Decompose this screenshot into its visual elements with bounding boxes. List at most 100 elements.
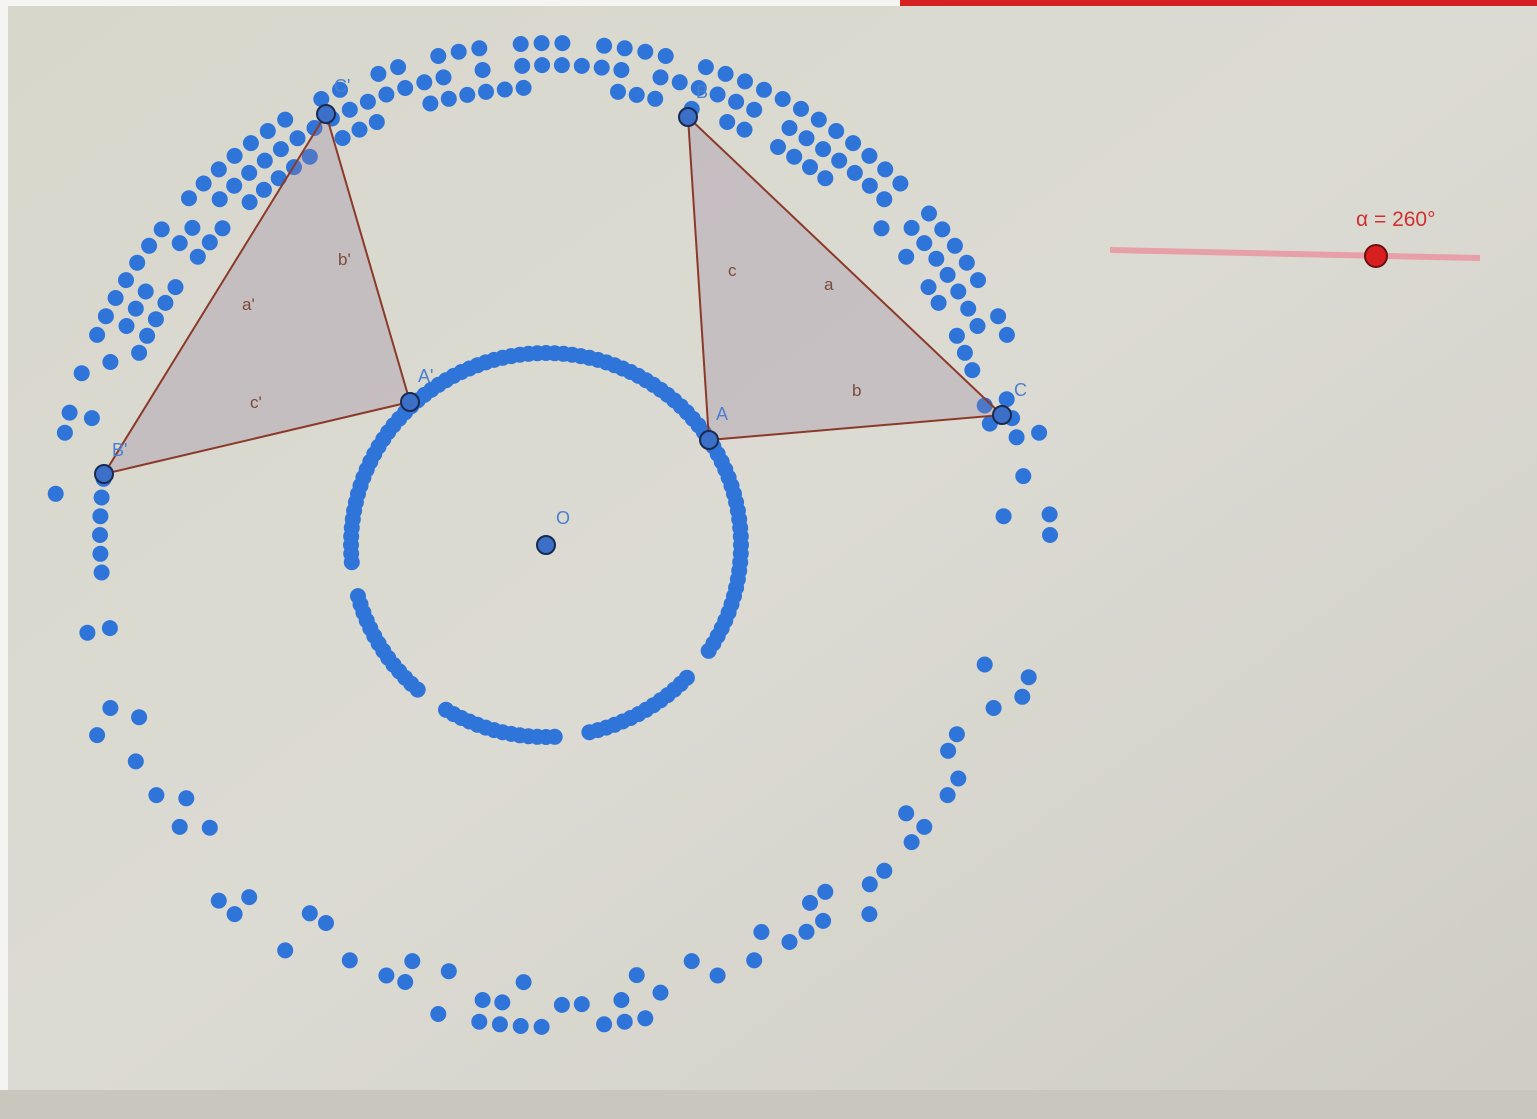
- trace-dot: [57, 425, 73, 441]
- trace-dot: [613, 992, 629, 1008]
- trace-dot: [128, 301, 144, 317]
- trace-dot: [369, 114, 385, 130]
- trace-dot: [459, 87, 475, 103]
- trace-dot: [128, 753, 144, 769]
- trace-dot: [581, 724, 597, 740]
- trace-dot: [898, 249, 914, 265]
- point-label: O: [556, 508, 570, 528]
- trace-dot: [940, 267, 956, 283]
- point-label: A': [418, 366, 433, 386]
- trace-dot: [92, 508, 108, 524]
- trace-dot: [594, 60, 610, 76]
- point[interactable]: [95, 465, 113, 483]
- trace-dot: [92, 546, 108, 562]
- trace-dot: [148, 311, 164, 327]
- point[interactable]: [317, 105, 335, 123]
- trace-dot: [492, 1016, 508, 1032]
- trace-dot: [241, 165, 257, 181]
- trace-dot: [451, 44, 467, 60]
- trace-dot: [242, 194, 258, 210]
- point[interactable]: [679, 108, 697, 126]
- trace-dot: [302, 905, 318, 921]
- trace-dot: [475, 62, 491, 78]
- trace-dot: [970, 318, 986, 334]
- trace-dot: [921, 206, 937, 222]
- trace-dot: [931, 295, 947, 311]
- trace-dot: [227, 148, 243, 164]
- trace-dot: [977, 657, 993, 673]
- trace-dot: [138, 284, 154, 300]
- trace-dot: [277, 942, 293, 958]
- trace-dot: [653, 69, 669, 85]
- trace-dot: [181, 190, 197, 206]
- trace-dot: [74, 365, 90, 381]
- trace-dot: [710, 87, 726, 103]
- segment-label: c': [250, 393, 262, 412]
- point[interactable]: [700, 431, 718, 449]
- trace-dot: [534, 35, 550, 51]
- trace-dot: [949, 726, 965, 742]
- trace-dot: [438, 702, 454, 718]
- trace-dot: [799, 130, 815, 146]
- trace-dot: [119, 318, 135, 334]
- trace-dot: [949, 328, 965, 344]
- trace-dot: [478, 84, 494, 100]
- trace-dot: [574, 996, 590, 1012]
- trace-dot: [710, 968, 726, 984]
- trace-dot: [441, 963, 457, 979]
- trace-dot: [471, 40, 487, 56]
- trace-dot: [211, 161, 227, 177]
- trace-dot: [737, 122, 753, 138]
- slider-knob[interactable]: [1365, 245, 1387, 267]
- trace-dot: [196, 176, 212, 192]
- trace-dot: [753, 924, 769, 940]
- segment-label: a': [242, 295, 255, 314]
- edge: [0, 0, 900, 6]
- trace-dot: [436, 69, 452, 85]
- trace-dot: [157, 295, 173, 311]
- trace-dot: [397, 80, 413, 96]
- trace-dot: [746, 102, 762, 118]
- trace-dot: [172, 819, 188, 835]
- trace-dot: [861, 906, 877, 922]
- trace-dot: [215, 220, 231, 236]
- trace-dot: [799, 924, 815, 940]
- trace-dot: [964, 362, 980, 378]
- trace-dot: [746, 952, 762, 968]
- trace-dot: [637, 1010, 653, 1026]
- trace-dot: [257, 153, 273, 169]
- point-label: C': [334, 76, 350, 96]
- trace-dot: [815, 141, 831, 157]
- trace-dot: [847, 165, 863, 181]
- trace-dot: [672, 74, 688, 90]
- trace-dot: [999, 327, 1015, 343]
- trace-dot: [513, 1018, 529, 1034]
- trace-dot: [1015, 468, 1031, 484]
- trace-dot: [718, 66, 734, 82]
- trace-dot: [471, 1014, 487, 1030]
- trace-dot: [802, 895, 818, 911]
- trace-dot: [817, 170, 833, 186]
- trace-dot: [861, 148, 877, 164]
- point[interactable]: [537, 536, 555, 554]
- trace-dot: [701, 643, 717, 659]
- trace-dot: [658, 48, 674, 64]
- trace-dot: [990, 308, 1006, 324]
- trace-dot: [118, 272, 134, 288]
- trace-dot: [950, 284, 966, 300]
- trace-dot: [273, 141, 289, 157]
- trace-dot: [378, 87, 394, 103]
- trace-dot: [62, 405, 78, 421]
- trace-dot: [921, 279, 937, 295]
- trace-dot: [514, 58, 530, 74]
- point[interactable]: [401, 393, 419, 411]
- trace-dot: [1042, 527, 1058, 543]
- trace-dot: [342, 952, 358, 968]
- trace-dot: [957, 345, 973, 361]
- trace-dot: [84, 410, 100, 426]
- trace-dot: [79, 625, 95, 641]
- point[interactable]: [993, 406, 1011, 424]
- trace-dot: [516, 974, 532, 990]
- geogebra-screen: C' B A' B' A C O a' b' c' c a b α = 260°: [0, 0, 1537, 1119]
- top-bar: [900, 0, 1537, 6]
